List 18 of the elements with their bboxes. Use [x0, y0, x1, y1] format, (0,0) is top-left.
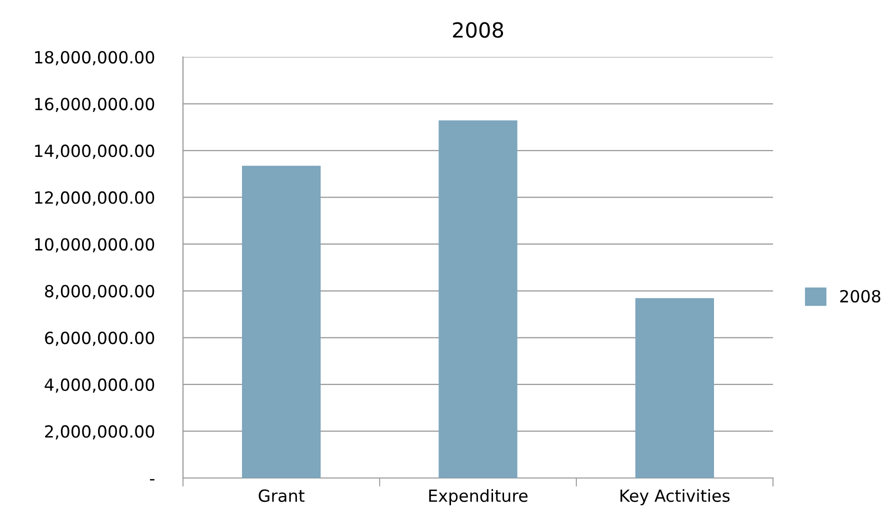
- legend-label: 2008: [840, 290, 880, 303]
- y-tick-label: 18,000,000.00: [35, 50, 154, 66]
- y-tick-label: 10,000,000.00: [35, 238, 154, 252]
- y-tick-label: 12,000,000.00: [35, 191, 154, 206]
- y-tick-label: 4,000,000.00: [44, 378, 154, 393]
- y-tick-label: -: [150, 479, 154, 480]
- y-tick-label: 8,000,000.00: [45, 284, 154, 300]
- x-tick-label: Grant: [258, 489, 304, 502]
- y-tick-label: 14,000,000.00: [35, 144, 154, 159]
- bar: [438, 120, 518, 478]
- y-tick-label: 16,000,000.00: [35, 98, 154, 112]
- bar: [242, 166, 321, 478]
- y-tick-label: 6,000,000.00: [45, 332, 154, 346]
- x-tick-label: Expenditure: [429, 489, 528, 506]
- x-tick-label: Key Activities: [620, 489, 730, 506]
- bar: [635, 298, 714, 478]
- y-tick-label: 2,000,000.00: [45, 425, 154, 440]
- chart-title: 2008: [453, 22, 504, 38]
